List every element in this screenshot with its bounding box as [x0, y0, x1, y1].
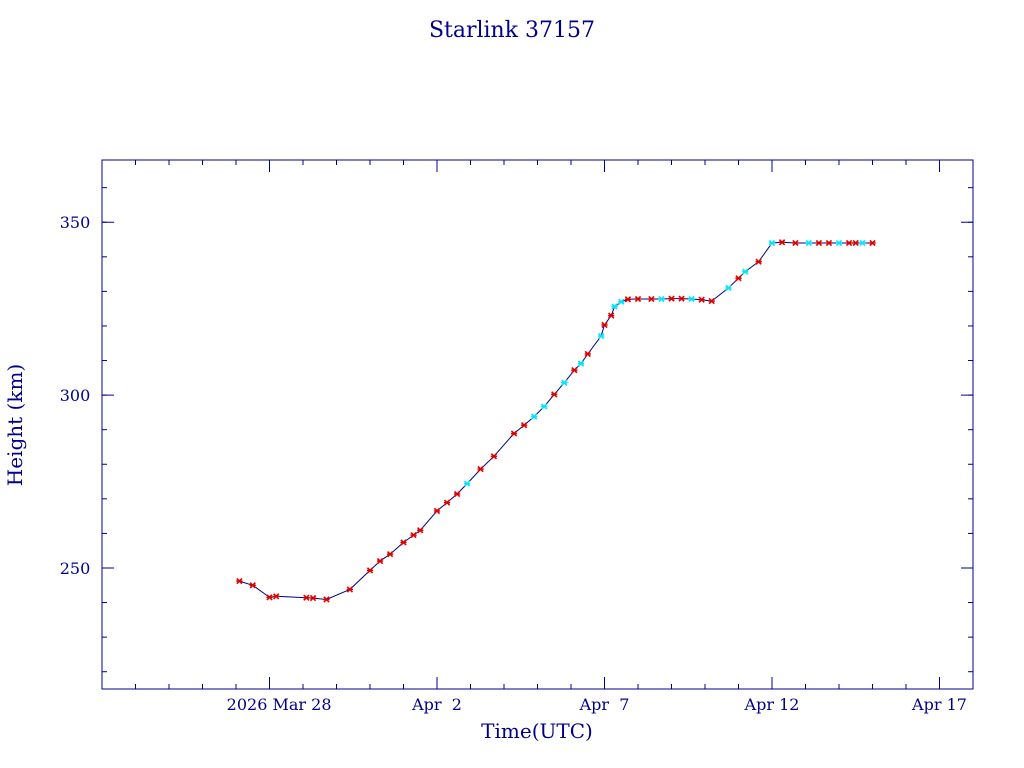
x-axis-label: Time(UTC): [481, 719, 593, 743]
data-point: [778, 239, 786, 246]
data-point: [668, 295, 675, 302]
data-point: [618, 298, 625, 305]
y-tick-label: 300: [60, 386, 91, 405]
data-point: [688, 295, 695, 303]
data-point: [608, 312, 615, 319]
data-point: [859, 239, 866, 247]
data-point: [597, 332, 605, 340]
data-point: [648, 295, 655, 303]
data-point: [309, 594, 317, 602]
data-point: [584, 350, 591, 358]
data-point: [541, 403, 548, 410]
data-point: [601, 321, 608, 329]
data-point: [624, 296, 632, 303]
data-point: [735, 275, 742, 282]
data-point: [792, 239, 799, 247]
data-point: [634, 295, 642, 303]
data-point: [678, 295, 685, 302]
data-markers: [236, 239, 876, 603]
data-point: [410, 531, 417, 539]
data-point: [323, 596, 330, 603]
data-point: [346, 586, 354, 593]
x-tick-label: Apr 17: [911, 695, 967, 714]
data-point: [463, 480, 471, 487]
data-point: [400, 539, 407, 546]
x-tick-label: Apr 2: [411, 695, 462, 714]
x-tick-labels: 2026 Mar 28 Apr 2 Apr 7 Apr 12 Apr 17: [227, 695, 967, 714]
x-tick-label: Apr 12: [744, 695, 800, 714]
data-point: [815, 239, 823, 247]
series-line: [239, 241, 873, 601]
data-point: [658, 295, 665, 303]
data-point: [453, 490, 461, 498]
data-point: [273, 593, 280, 600]
data-point: [755, 258, 762, 265]
data-point: [551, 391, 558, 398]
data-point: [386, 550, 394, 558]
data-point: [742, 268, 749, 275]
y-axis-label: Height (km): [3, 364, 27, 486]
data-point: [825, 239, 833, 247]
data-point: [571, 367, 578, 374]
data-point: [510, 430, 518, 437]
data-point: [845, 239, 853, 247]
data-point: [852, 239, 859, 247]
data-point: [249, 582, 256, 589]
data-point: [708, 297, 715, 305]
data-point: [433, 507, 441, 515]
data-point: [577, 360, 585, 367]
data-point: [417, 527, 424, 534]
data-point: [698, 296, 705, 303]
data-point: [477, 465, 484, 473]
y-tick-label: 250: [60, 559, 91, 578]
plot-frame: [101, 159, 974, 690]
x-tick-label: Apr 7: [579, 695, 630, 714]
y-tick-labels: 250 300 350: [60, 213, 91, 578]
y-tick-label: 350: [60, 213, 91, 232]
x-tick-label: 2026 Mar 28: [227, 695, 332, 714]
data-point: [869, 239, 876, 247]
data-point: [805, 239, 813, 247]
data-point: [530, 413, 538, 420]
data-point: [266, 594, 273, 601]
axis-ticks: [101, 160, 974, 689]
data-point: [236, 577, 243, 585]
chart-title: Starlink 37157: [429, 18, 595, 43]
data-point: [303, 594, 310, 601]
data-point: [835, 239, 843, 247]
data-point: [561, 379, 568, 386]
data-point: [443, 499, 451, 506]
data-point: [611, 303, 618, 310]
data-point: [520, 422, 528, 429]
data-point: [366, 567, 374, 574]
data-point: [490, 453, 498, 460]
data-point: [376, 557, 384, 565]
data-point: [768, 239, 776, 247]
data-point: [725, 284, 732, 292]
